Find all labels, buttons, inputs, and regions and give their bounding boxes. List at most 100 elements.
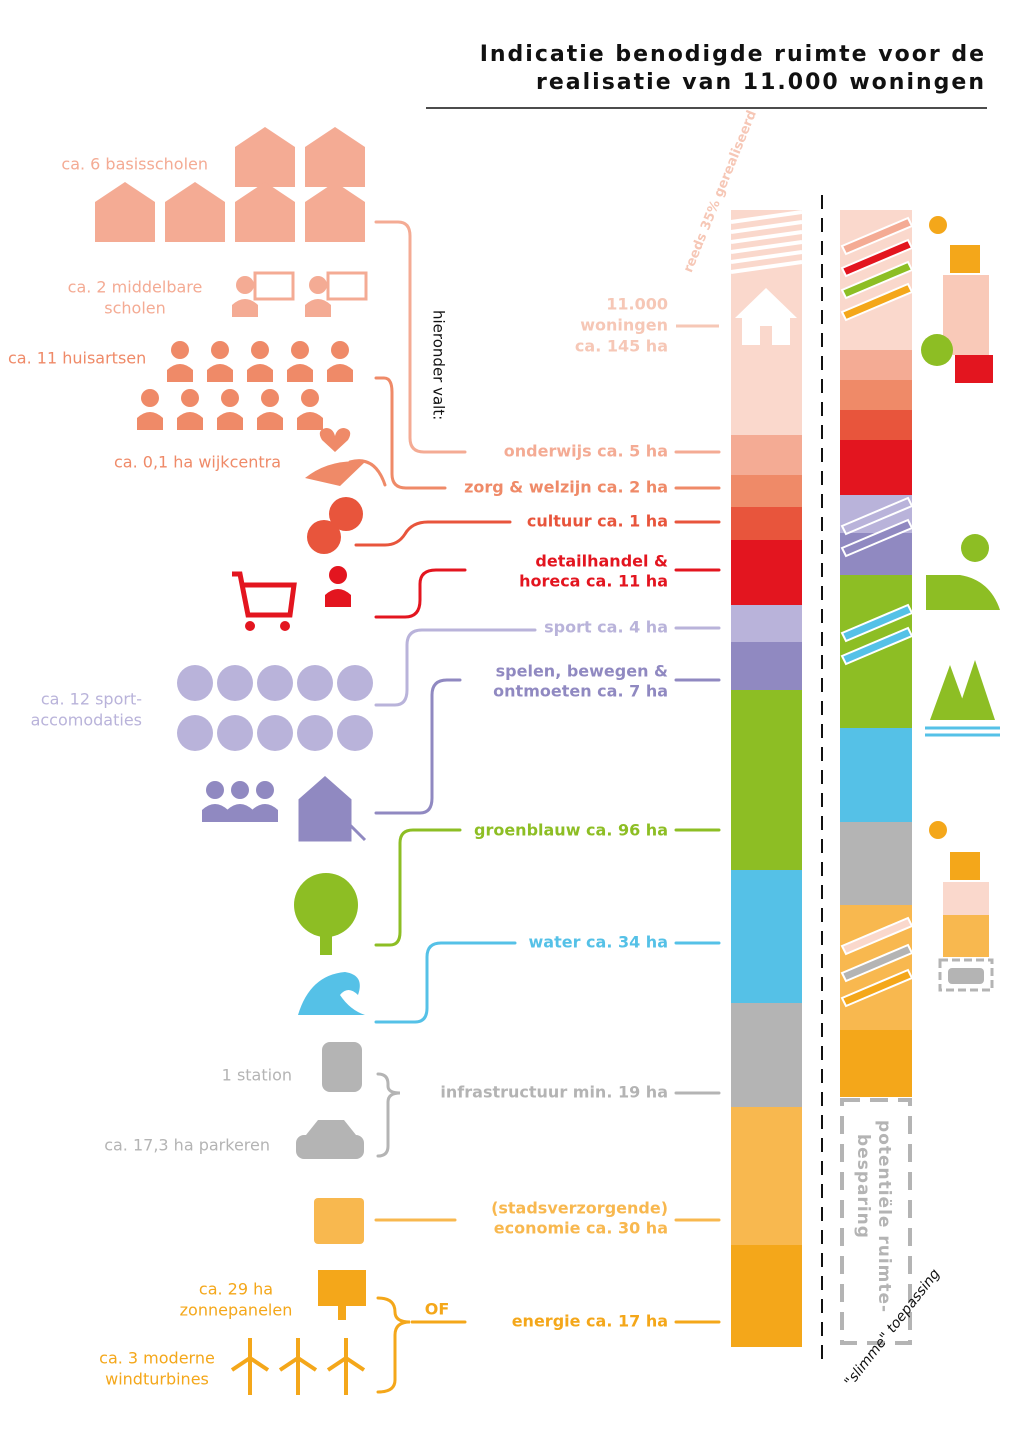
bar-segment	[731, 642, 802, 690]
smart-overlay	[840, 943, 914, 983]
car-roof	[306, 1120, 356, 1135]
people-icon	[256, 781, 274, 799]
building-base	[943, 915, 989, 957]
bar-label: water ca. 34 ha	[529, 933, 669, 952]
doctor-icon	[207, 364, 233, 382]
bar-label: economie ca. 30 ha	[494, 1219, 668, 1238]
solar-roof-icon	[950, 245, 980, 273]
smart-overlay	[840, 518, 914, 558]
water-icon	[925, 726, 1000, 737]
bar-label: zorg & welzijn ca. 2 ha	[464, 478, 668, 497]
smart-overlay	[840, 238, 914, 278]
doctor-icon	[297, 412, 323, 430]
left-label: ca. 17,3 ha parkeren	[104, 1136, 270, 1155]
car-icon	[948, 968, 984, 984]
shopkeeper-icon	[329, 566, 347, 584]
bar-segment	[731, 605, 802, 642]
connector	[374, 678, 462, 815]
briefcase-icon	[314, 1198, 364, 1244]
playground-icon	[298, 776, 367, 842]
doctor-icon	[287, 364, 313, 382]
turbine-blade	[230, 1338, 270, 1372]
teacher-icon	[232, 299, 258, 317]
annotation: OF	[425, 1300, 450, 1319]
doctor-icon	[291, 341, 309, 359]
connector	[354, 520, 512, 547]
teacher-icon	[236, 276, 254, 294]
turbine-mast	[248, 1360, 252, 1395]
bar-label: detailhandel &	[535, 552, 668, 571]
left-label: zonnepanelen	[180, 1301, 293, 1320]
annotation: potentiële ruimte-	[874, 1120, 894, 1313]
left-label: ca. 6 basisscholen	[61, 155, 208, 174]
realized-stripe	[730, 260, 803, 274]
bar-label: (stadsverzorgende)	[491, 1199, 668, 1218]
connector	[376, 1296, 411, 1394]
tree-trunk	[320, 920, 332, 955]
smart-bar-segment	[840, 728, 912, 822]
doctor-icon	[137, 412, 163, 430]
tree-icon	[294, 873, 358, 937]
car-icon	[296, 1135, 364, 1159]
people-icon	[231, 781, 249, 799]
bar-label: woningen	[580, 316, 668, 335]
turbine-blade	[326, 1338, 366, 1372]
doctor-icon	[247, 364, 273, 382]
bar-label: spelen, bewegen &	[496, 662, 668, 681]
title-line: Indicatie benodigde ruimte voor de	[480, 42, 986, 67]
sport-icon	[297, 665, 333, 701]
shopkeeper-icon	[325, 589, 351, 607]
doctor-icon	[327, 364, 353, 382]
smart-overlay	[840, 216, 914, 256]
left-label: accomodaties	[31, 711, 142, 730]
sport-icon	[177, 665, 213, 701]
doctor-icon	[217, 412, 243, 430]
doctor-icon	[221, 389, 239, 407]
title-line: realisatie van 11.000 woningen	[536, 70, 986, 95]
sport-icon	[217, 715, 253, 751]
sport-icon	[297, 715, 333, 751]
smart-bar-segment	[840, 440, 912, 495]
park-tree	[961, 534, 989, 562]
solar-post	[338, 1306, 346, 1320]
left-label: 1 station	[222, 1066, 292, 1085]
bar-segment	[731, 1107, 802, 1245]
left-label: ca. 11 huisartsen	[8, 349, 146, 368]
doctor-icon	[167, 364, 193, 382]
left-label: ca. 29 ha	[199, 1280, 273, 1299]
bar-segment	[731, 1245, 802, 1347]
mask-icon	[307, 520, 341, 554]
people-icon	[252, 804, 278, 822]
school-icon	[305, 127, 365, 187]
people-icon	[206, 781, 224, 799]
parking-icon	[938, 958, 994, 992]
cart-wheel	[280, 621, 290, 631]
annotation: hieronder valt:	[430, 310, 448, 420]
left-label: windturbines	[105, 1370, 209, 1389]
sun-icon	[929, 216, 947, 234]
sport-icon	[217, 665, 253, 701]
bar-label: horeca ca. 11 ha	[519, 572, 668, 591]
connector	[376, 1072, 401, 1158]
smart-overlay	[840, 282, 914, 322]
sport-icon	[337, 715, 373, 751]
heart-icon	[319, 428, 351, 452]
connector	[374, 568, 467, 619]
doctor-icon	[331, 341, 349, 359]
realized-stripe	[730, 230, 803, 244]
sport-icon	[257, 715, 293, 751]
house-icon	[735, 288, 797, 345]
people-icon	[202, 804, 228, 822]
bar-segment	[731, 507, 802, 540]
bar-label: sport ca. 4 ha	[544, 618, 668, 637]
smart-bar-segment	[840, 822, 912, 905]
bar-label: cultuur ca. 1 ha	[527, 512, 668, 531]
sun-icon	[929, 821, 947, 839]
bar-label: ca. 145 ha	[575, 337, 668, 356]
left-label: ca. 12 sport-	[41, 690, 142, 709]
connector	[374, 376, 447, 490]
wave-icon	[298, 972, 365, 1015]
doctor-icon	[141, 389, 159, 407]
bar-segment	[731, 475, 802, 507]
